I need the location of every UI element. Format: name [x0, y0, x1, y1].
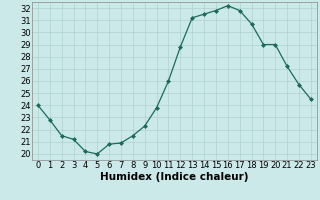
X-axis label: Humidex (Indice chaleur): Humidex (Indice chaleur) — [100, 172, 249, 182]
